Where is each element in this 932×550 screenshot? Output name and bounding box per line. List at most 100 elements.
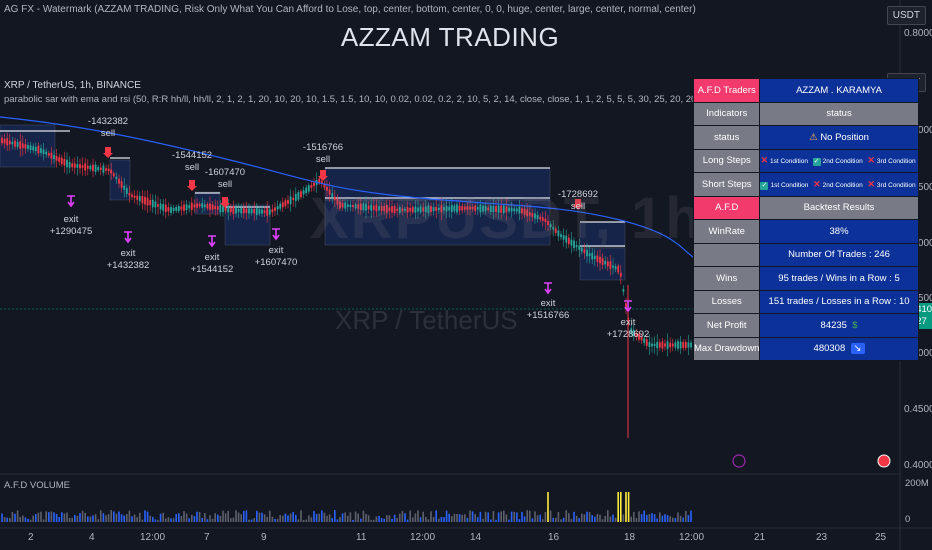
flag-icon (877, 454, 891, 468)
candle-body (375, 204, 378, 212)
max-drawdown-value: 480308 (813, 343, 846, 355)
check-mark-icon: ✓ (812, 158, 821, 167)
candle-body (482, 205, 484, 212)
entry-label: -1607470 sell (204, 167, 246, 190)
candle-body (289, 196, 292, 205)
exit-marker-icon (67, 195, 75, 208)
candle-body (502, 205, 505, 214)
volume-bar (609, 516, 612, 522)
volume-bar (328, 514, 331, 522)
candle-body (508, 207, 510, 212)
candle-body (190, 202, 193, 211)
volume-bar (617, 492, 619, 522)
volume-bar (492, 511, 495, 522)
volume-bar (152, 516, 154, 522)
volume-bar (445, 510, 448, 522)
candle-body (443, 207, 445, 211)
price-tick: 0.4500 (904, 404, 932, 415)
entry-label: -1432382 sell (87, 116, 129, 139)
candle-body (68, 161, 71, 168)
volume-bar (100, 510, 102, 522)
candle-body (622, 289, 625, 292)
volume-bar (406, 519, 409, 522)
candle-body (565, 235, 568, 243)
volume-bar (661, 515, 664, 522)
volume-bar (513, 511, 515, 522)
wins-label: Wins (692, 266, 761, 291)
volume-bar (555, 517, 557, 522)
candle-body (391, 206, 393, 213)
volume-bar (310, 517, 313, 522)
candle-body (492, 205, 495, 213)
losses-value: 151 trades / Losses in a Row : 10 (759, 289, 919, 314)
volume-bar (570, 519, 573, 522)
volume-bar (659, 512, 661, 522)
volume-bar (107, 514, 110, 522)
candle-body (562, 235, 565, 240)
entry-label: -1728692 sell (557, 189, 599, 212)
watermark-title: AZZAM TRADING (340, 22, 560, 52)
candle-body (643, 338, 646, 343)
candle-body (136, 195, 139, 200)
candle-body (372, 205, 375, 210)
volume-bar (29, 519, 32, 522)
time-tick: 11 (356, 532, 367, 543)
volume-bar (516, 512, 518, 522)
volume-bar (162, 512, 164, 522)
volume-bar (344, 512, 346, 522)
exit-label: exit +1516766 (526, 298, 570, 321)
volume-bar (518, 519, 521, 522)
volume-bar (35, 514, 37, 522)
candle-body (331, 193, 334, 198)
candle-body (541, 217, 544, 221)
candle-body (398, 207, 401, 213)
candle-body (609, 261, 612, 270)
candle-body (300, 191, 302, 198)
candle-body (599, 256, 601, 264)
volume-bar (266, 516, 268, 522)
volume-bar (191, 514, 193, 522)
candle-body (653, 343, 656, 347)
volume-bar (175, 514, 177, 522)
candle-body (276, 206, 279, 210)
volume-bar (219, 515, 222, 522)
candle-body (645, 339, 648, 346)
volume-bar (370, 519, 372, 522)
candle-body (401, 208, 404, 212)
volume-bar (193, 516, 196, 522)
candle-body (664, 343, 666, 347)
backtest-stats-table: A.F.D Traders AZZAM . KARAMYA Indicators… (692, 78, 919, 361)
volume-bar (133, 514, 136, 522)
trend-down-icon: ↘ (850, 343, 865, 355)
volume-bar (211, 518, 214, 522)
candle-body (458, 205, 461, 211)
volume-bar (388, 515, 391, 522)
volume-bar (87, 516, 89, 522)
candle-body (86, 165, 89, 169)
indicator-legend[interactable]: parabolic sar with ema and rsi (50, R:R … (4, 94, 694, 105)
lightning-icon (732, 454, 746, 468)
volume-bar (279, 514, 281, 522)
symbol-legend[interactable]: XRP / TetherUS, 1h, BINANCE (4, 80, 141, 91)
volume-bar (666, 515, 669, 522)
volume-bar (672, 517, 674, 522)
volume-bar (690, 510, 692, 522)
sell-arrow-icon (220, 197, 230, 208)
x-mark-icon: ✕ (760, 155, 769, 166)
currency-button-top[interactable]: USDT (886, 6, 926, 25)
indicators-value: status (759, 101, 919, 126)
long-steps-label: Long Steps (692, 148, 761, 173)
volume-bar (180, 516, 183, 522)
candle-body (250, 208, 253, 214)
candle-body (185, 204, 188, 211)
table-header-right: AZZAM . KARAMYA (759, 78, 919, 103)
volume-bar (521, 511, 523, 522)
volume-bar (440, 516, 443, 522)
volume-pane-label[interactable]: A.F.D VOLUME (4, 480, 70, 491)
volume-bar (438, 518, 440, 522)
x-mark-icon: ✕ (813, 178, 821, 189)
volume-bar (97, 519, 99, 522)
volume-bar (53, 512, 55, 522)
